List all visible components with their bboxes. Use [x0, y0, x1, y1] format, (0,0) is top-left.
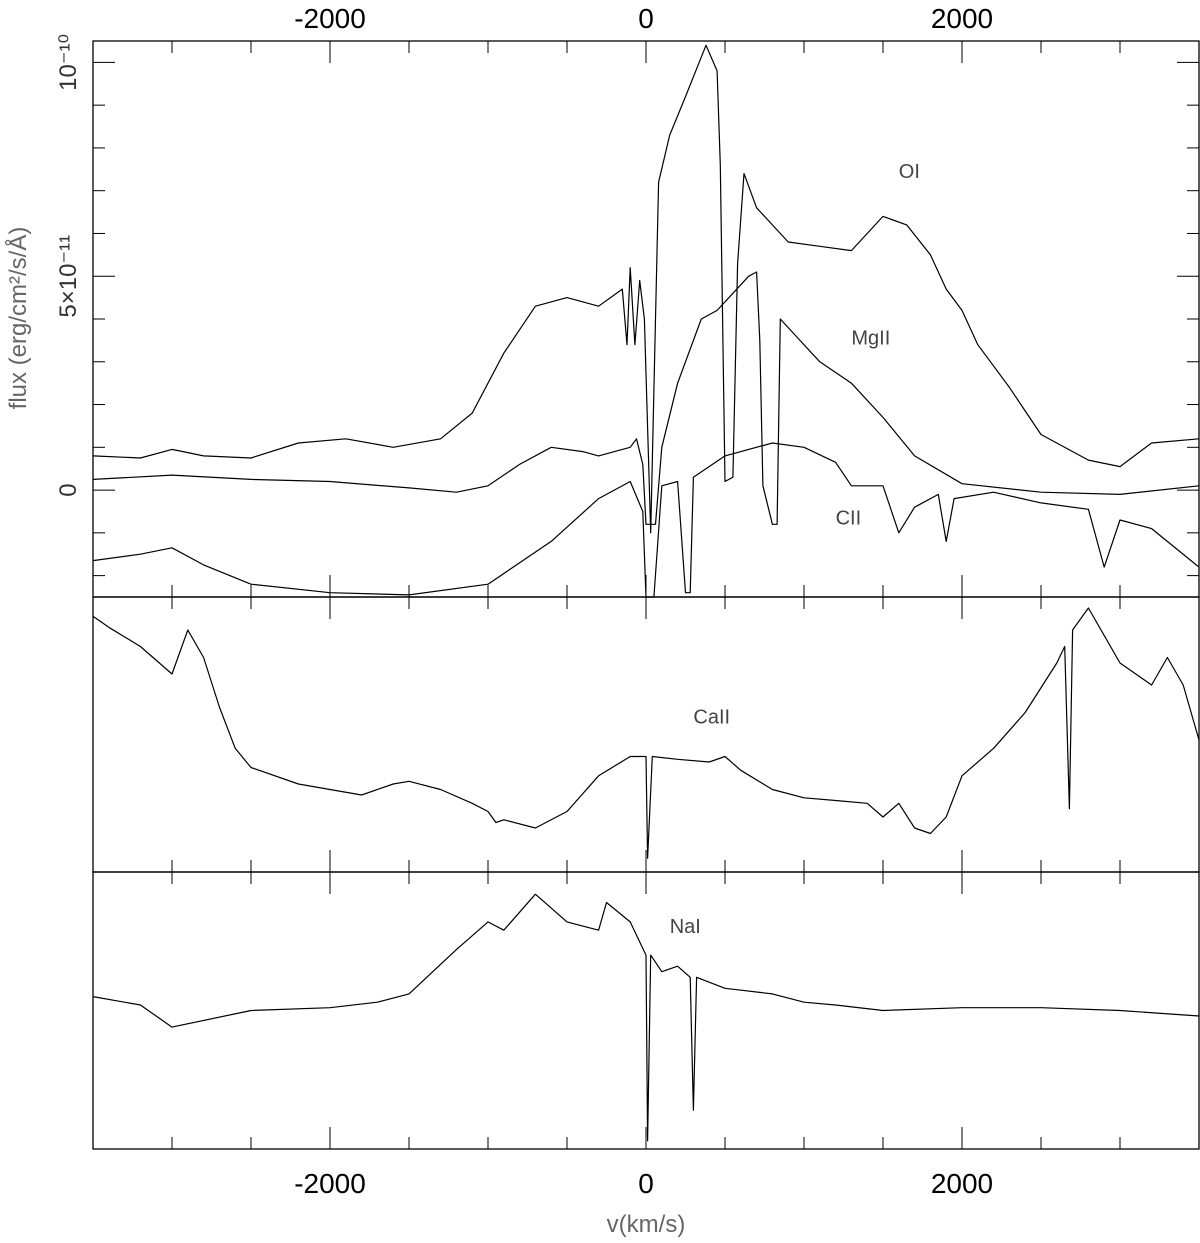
y-tick-label: 0: [55, 483, 82, 496]
series-label-MgII: MgII: [851, 328, 890, 350]
x-tick-label: 0: [638, 1168, 654, 1199]
axis-ticks: [93, 41, 1199, 1149]
series-line-NaI: [92, 893, 1200, 1142]
x-axis-label: v(km/s): [607, 1211, 686, 1238]
y-tick-label: 5×10⁻¹¹: [55, 235, 82, 318]
x-tick-label-top: 0: [638, 3, 654, 34]
series-line-CaII: [92, 607, 1200, 859]
x-tick-label-top: -2000: [294, 3, 366, 34]
y-tick-label: 10⁻¹⁰: [55, 34, 82, 91]
series-line-CII: [92, 442, 1200, 598]
panel-frame-middle: [92, 596, 1200, 873]
series-label-CII: CII: [836, 507, 862, 529]
x-tick-label: -2000: [294, 1168, 366, 1199]
series-label-OI: OI: [899, 161, 920, 183]
series-label-CaII: CaII: [693, 707, 730, 729]
series-line-MgII: [92, 271, 1200, 525]
spectrum-lines: [92, 44, 1200, 1142]
y-axis-label: flux (erg/cm²/s/Å): [4, 227, 32, 410]
x-tick-label: 2000: [931, 1168, 993, 1199]
axis-labels: 0 5×10⁻¹¹ 10⁻¹⁰ OI MgII CII CaII NaI -2000 -2000 0…: [55, 3, 993, 1199]
series-label-NaI: NaI: [670, 916, 701, 938]
series-line-OI: [92, 44, 1200, 534]
x-tick-label-top: 2000: [931, 3, 993, 34]
